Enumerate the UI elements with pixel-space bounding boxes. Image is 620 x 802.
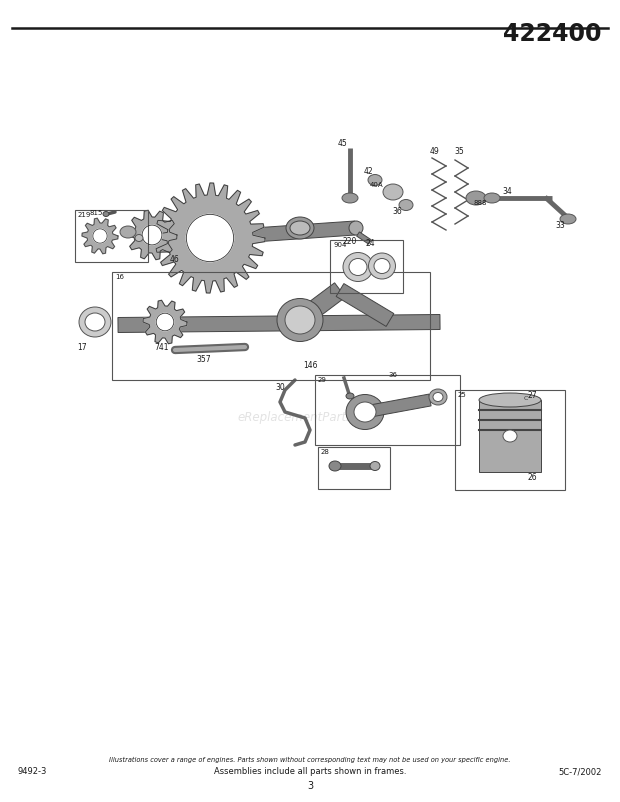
Text: 24: 24 <box>365 240 375 249</box>
Bar <box>455 390 565 490</box>
Polygon shape <box>82 218 118 253</box>
Polygon shape <box>336 284 394 326</box>
Ellipse shape <box>342 193 358 203</box>
Text: 45: 45 <box>337 139 347 148</box>
Ellipse shape <box>368 253 396 279</box>
Text: 5C-7/2002: 5C-7/2002 <box>559 768 602 776</box>
Ellipse shape <box>103 212 109 217</box>
Polygon shape <box>294 283 345 327</box>
Ellipse shape <box>135 234 143 241</box>
Text: C: C <box>524 395 528 400</box>
Ellipse shape <box>290 221 310 235</box>
Polygon shape <box>118 314 440 333</box>
Text: 17: 17 <box>77 343 87 353</box>
Circle shape <box>93 229 107 243</box>
Text: 27: 27 <box>527 391 537 399</box>
Ellipse shape <box>374 258 390 273</box>
Text: 357: 357 <box>197 355 211 364</box>
Text: 46: 46 <box>169 254 179 264</box>
Text: 422400: 422400 <box>503 22 602 46</box>
Polygon shape <box>210 221 355 245</box>
Text: 25: 25 <box>458 392 467 398</box>
Text: 904: 904 <box>333 242 347 248</box>
Text: 33: 33 <box>555 221 565 230</box>
Ellipse shape <box>429 389 447 405</box>
Text: 49: 49 <box>430 148 440 156</box>
Bar <box>479 400 541 472</box>
Ellipse shape <box>560 214 576 224</box>
Polygon shape <box>155 183 265 293</box>
Text: 219: 219 <box>78 212 91 218</box>
Text: 29: 29 <box>318 377 327 383</box>
Ellipse shape <box>484 193 500 203</box>
Ellipse shape <box>79 307 111 337</box>
Ellipse shape <box>503 430 517 442</box>
Ellipse shape <box>346 395 384 430</box>
Text: 16: 16 <box>115 274 124 280</box>
Text: 741: 741 <box>155 342 169 351</box>
Text: 815: 815 <box>89 210 103 216</box>
Ellipse shape <box>479 393 541 407</box>
Ellipse shape <box>349 258 367 276</box>
Text: 35: 35 <box>454 148 464 156</box>
Ellipse shape <box>346 393 354 399</box>
Ellipse shape <box>286 217 314 239</box>
Text: Illustrations cover a range of engines. Parts shown without corresponding text m: Illustrations cover a range of engines. … <box>109 757 511 763</box>
Text: 26: 26 <box>527 473 537 483</box>
Ellipse shape <box>368 175 382 185</box>
Ellipse shape <box>120 226 136 238</box>
Text: 888: 888 <box>473 200 487 206</box>
Text: 34: 34 <box>502 187 512 196</box>
Ellipse shape <box>329 461 341 471</box>
Text: 36: 36 <box>392 208 402 217</box>
Text: 28: 28 <box>321 449 330 455</box>
Ellipse shape <box>85 313 105 331</box>
Polygon shape <box>356 232 371 244</box>
Text: 42: 42 <box>363 168 373 176</box>
Ellipse shape <box>277 298 323 342</box>
Ellipse shape <box>370 461 380 471</box>
Polygon shape <box>143 300 187 344</box>
Circle shape <box>142 225 162 245</box>
Ellipse shape <box>383 184 403 200</box>
Ellipse shape <box>343 253 373 282</box>
Text: 3: 3 <box>307 781 313 791</box>
Text: 36: 36 <box>389 372 397 378</box>
Ellipse shape <box>433 392 443 402</box>
Circle shape <box>156 314 174 330</box>
Polygon shape <box>127 210 177 260</box>
Ellipse shape <box>349 221 363 235</box>
Ellipse shape <box>354 402 376 422</box>
Bar <box>112 272 430 380</box>
Bar <box>315 375 460 445</box>
Ellipse shape <box>466 191 486 205</box>
Text: 220: 220 <box>343 237 357 245</box>
Text: 146: 146 <box>303 361 317 370</box>
Text: 30: 30 <box>275 383 285 392</box>
Bar <box>330 240 403 293</box>
Ellipse shape <box>399 200 413 210</box>
Ellipse shape <box>285 306 315 334</box>
Text: 40A: 40A <box>369 182 383 188</box>
Text: Assemblies include all parts shown in frames.: Assemblies include all parts shown in fr… <box>214 768 406 776</box>
Polygon shape <box>364 394 431 418</box>
Text: eReplacementParts.com: eReplacementParts.com <box>238 411 382 423</box>
Text: 9492-3: 9492-3 <box>18 768 47 776</box>
Bar <box>318 447 390 489</box>
Circle shape <box>187 214 234 261</box>
Bar <box>75 210 148 262</box>
